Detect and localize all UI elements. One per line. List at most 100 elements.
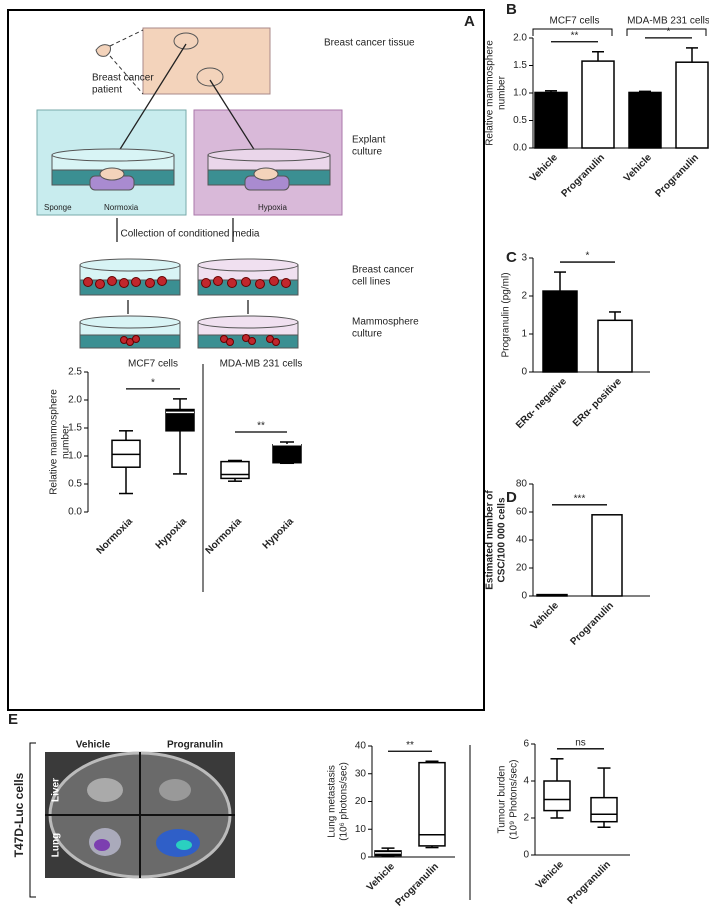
row-label: Lung xyxy=(51,833,62,857)
signal xyxy=(94,839,110,851)
y-axis-label: Estimated number of xyxy=(485,490,496,590)
label: patient xyxy=(92,85,122,96)
cell xyxy=(83,277,93,287)
panel-label: E xyxy=(8,711,18,728)
dish-rim xyxy=(51,148,175,162)
cell xyxy=(145,278,155,288)
y-tick-label: 0 xyxy=(521,591,527,602)
column-label: Progranulin xyxy=(167,740,223,751)
x-tick-label: ERα- positive xyxy=(571,376,624,429)
x-tick-label: ERα- negative xyxy=(514,376,569,431)
box xyxy=(590,796,618,823)
y-tick-label: 2.0 xyxy=(513,33,527,44)
bar xyxy=(591,514,623,597)
arrow xyxy=(111,43,263,314)
cell xyxy=(213,276,223,286)
y-axis-label: number xyxy=(61,424,72,459)
cell xyxy=(241,277,251,287)
dish-rim xyxy=(79,258,181,272)
signal xyxy=(176,840,192,850)
y-tick-label: 1.5 xyxy=(513,60,527,71)
significance: * xyxy=(586,251,590,262)
patient-icon xyxy=(95,44,111,57)
y-axis-label: Relative mammosphere xyxy=(49,389,60,495)
x-tick-label: Progranulin xyxy=(394,861,441,908)
cell xyxy=(255,279,265,289)
y-tick-label: 30 xyxy=(355,768,367,779)
cell xyxy=(132,335,140,343)
cell xyxy=(157,276,167,286)
y-axis-label: Tumour burden xyxy=(497,766,508,834)
box xyxy=(220,460,250,480)
group-bracket xyxy=(532,28,613,36)
explant xyxy=(253,167,279,181)
y-tick-label: 1 xyxy=(521,329,527,340)
significance: *** xyxy=(574,493,586,504)
label: Explant xyxy=(352,135,386,146)
column-label: Vehicle xyxy=(76,740,111,751)
label: Mammosphere xyxy=(352,317,419,328)
y-tick-label: 0 xyxy=(523,850,529,861)
y-tick-label: 60 xyxy=(516,507,528,518)
cell xyxy=(201,278,211,288)
divider xyxy=(45,752,235,878)
bracket xyxy=(29,742,36,898)
group-label: MDA-MB 231 cells xyxy=(220,359,303,370)
x-tick-label: Progranulin xyxy=(569,600,616,647)
x-tick-label: Vehicle xyxy=(528,152,560,184)
x-tick-label: Progranulin xyxy=(654,152,701,199)
y-tick-label: 2 xyxy=(521,291,527,302)
x-tick-label: Normoxia xyxy=(95,516,136,557)
box xyxy=(418,761,446,847)
y-tick-label: 20 xyxy=(355,796,367,807)
photo: Vehicle Progranulin Liver Lung T47D-Luc … xyxy=(12,740,471,900)
y-tick-label: 1.5 xyxy=(68,423,82,434)
label: Breast cancer xyxy=(92,73,154,84)
x-tick-label: Vehicle xyxy=(534,859,566,891)
tumour xyxy=(173,32,199,50)
group-label: MCF7 cells xyxy=(128,359,178,370)
significance: ** xyxy=(571,30,579,41)
box xyxy=(543,780,571,812)
y-tick-label: 0 xyxy=(360,852,366,863)
y-tick-label: 2.5 xyxy=(68,367,82,378)
significance: * xyxy=(151,378,155,389)
x-tick-label: Vehicle xyxy=(365,861,397,893)
y-tick-label: 40 xyxy=(516,535,528,546)
x-tick-label: Progranulin xyxy=(560,152,607,199)
y-tick-label: 2 xyxy=(523,813,529,824)
y-tick-label: 0.5 xyxy=(513,115,527,126)
organ xyxy=(87,778,123,802)
diagram: Breast cancer patient Breast cancer tiss… xyxy=(36,27,419,349)
dish-rim xyxy=(197,315,299,329)
y-axis-label: CSC/100 000 cells xyxy=(497,497,508,582)
label: Collection of conditioned media xyxy=(121,229,260,240)
panel-a-frame xyxy=(7,9,485,711)
y-tick-label: 0.5 xyxy=(68,479,82,490)
y-tick-label: 10 xyxy=(355,824,367,835)
y-tick-label: 0.0 xyxy=(513,143,527,154)
explant xyxy=(99,167,125,181)
photo-title: T47D-Luc cells xyxy=(12,772,26,857)
bar xyxy=(597,319,633,373)
y-tick-label: 0.0 xyxy=(68,507,82,518)
bar xyxy=(536,593,568,597)
cell xyxy=(269,276,279,286)
dish-rim xyxy=(207,148,331,162)
label: Normoxia xyxy=(104,203,139,212)
y-tick-label: 40 xyxy=(355,741,367,752)
cell xyxy=(131,277,141,287)
cell xyxy=(272,338,280,346)
group-label: MDA-MB 231 cells xyxy=(627,16,709,27)
cell xyxy=(95,279,105,289)
y-tick-label: 3 xyxy=(521,253,527,264)
panel-label: C xyxy=(506,249,517,266)
bar xyxy=(581,60,615,149)
organ xyxy=(159,779,191,801)
label: Breast cancer xyxy=(352,265,414,276)
row-label: Liver xyxy=(51,778,62,802)
significance: ** xyxy=(406,740,414,751)
panel-label: D xyxy=(506,489,517,506)
cell xyxy=(281,278,291,288)
medium xyxy=(79,279,181,296)
